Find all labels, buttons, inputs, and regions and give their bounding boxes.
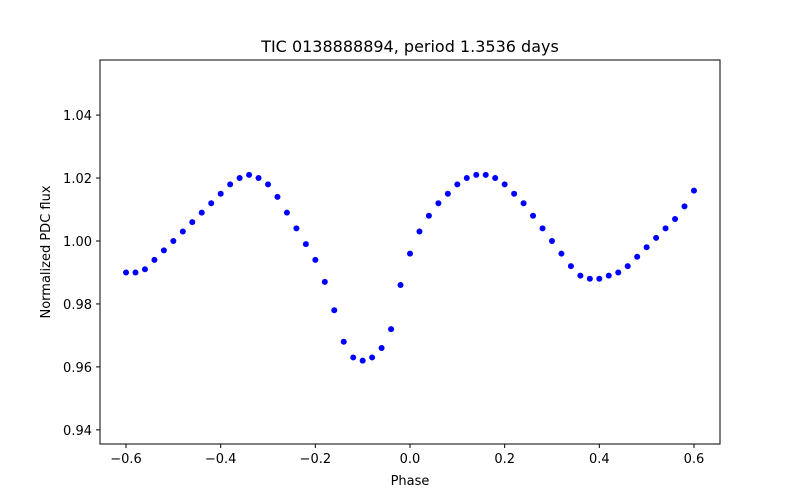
- data-point: [359, 357, 366, 364]
- data-point: [321, 278, 328, 285]
- y-tick-label: 0.96: [63, 361, 92, 376]
- x-tick-label: −0.6: [110, 452, 142, 467]
- data-point: [548, 237, 555, 244]
- data-point: [444, 190, 451, 197]
- data-point: [530, 212, 537, 219]
- x-axis-label: Phase: [391, 474, 430, 489]
- data-point: [312, 256, 319, 263]
- data-point: [265, 181, 272, 188]
- data-point: [151, 256, 158, 263]
- chart-title: TIC 0138888894, period 1.3536 days: [260, 37, 559, 56]
- data-point: [397, 282, 404, 289]
- data-point: [283, 209, 290, 216]
- data-point: [160, 247, 167, 254]
- data-point: [539, 225, 546, 232]
- data-point: [482, 171, 489, 178]
- data-point: [208, 200, 215, 207]
- data-point: [520, 200, 527, 207]
- x-tick-label: 0.6: [684, 452, 705, 467]
- data-point: [246, 171, 253, 178]
- data-point: [681, 203, 688, 210]
- data-point: [672, 215, 679, 222]
- data-point: [567, 263, 574, 270]
- data-point: [690, 187, 697, 194]
- data-point: [425, 212, 432, 219]
- data-point: [170, 237, 177, 244]
- y-tick-label: 1.02: [63, 172, 92, 187]
- y-axis-label: Normalized PDC flux: [39, 185, 54, 318]
- data-point: [473, 171, 480, 178]
- data-point: [615, 269, 622, 276]
- data-point: [217, 190, 224, 197]
- data-point: [227, 181, 234, 188]
- data-point: [350, 354, 357, 361]
- data-point: [596, 275, 603, 282]
- data-point: [189, 219, 196, 226]
- data-point: [463, 175, 470, 182]
- data-point: [179, 228, 186, 235]
- data-point: [293, 225, 300, 232]
- data-point: [274, 193, 281, 200]
- data-point: [624, 263, 631, 270]
- data-point: [492, 175, 499, 182]
- data-point: [643, 244, 650, 251]
- data-point: [198, 209, 205, 216]
- data-point: [407, 250, 413, 257]
- data-point: [141, 266, 148, 273]
- x-tick-label: −0.2: [300, 452, 332, 467]
- x-tick-label: 0.4: [589, 452, 610, 467]
- data-point: [331, 307, 338, 314]
- x-tick-label: 0.2: [494, 452, 515, 467]
- data-point: [511, 190, 518, 197]
- y-tick-label: 0.94: [63, 424, 92, 439]
- data-point: [416, 228, 423, 235]
- y-tick-label: 0.98: [63, 298, 92, 313]
- data-point: [340, 338, 347, 345]
- data-point: [605, 272, 612, 279]
- y-tick-label: 1.04: [63, 109, 92, 124]
- data-point: [369, 354, 376, 361]
- data-points: [123, 171, 697, 364]
- data-point: [577, 272, 584, 279]
- data-point: [501, 181, 508, 188]
- data-point: [302, 241, 309, 248]
- data-point: [255, 175, 262, 182]
- data-point: [634, 253, 641, 260]
- x-tick-label: 0.0: [400, 452, 421, 467]
- y-tick-label: 1.00: [63, 235, 92, 250]
- data-point: [435, 200, 442, 207]
- data-point: [378, 345, 385, 351]
- y-axis: 0.94 0.96 0.98 1.00 1.02 1.04: [63, 109, 100, 439]
- data-point: [236, 175, 243, 182]
- data-point: [388, 326, 395, 333]
- data-point: [454, 181, 461, 188]
- data-point: [586, 275, 593, 282]
- x-tick-label: −0.4: [205, 452, 237, 467]
- data-point: [558, 250, 565, 257]
- data-point: [662, 225, 669, 232]
- x-axis: −0.6 −0.4 −0.2 0.0 0.2 0.4 0.6: [110, 444, 704, 467]
- data-point: [132, 269, 139, 276]
- data-point: [123, 269, 130, 276]
- data-point: [653, 234, 660, 241]
